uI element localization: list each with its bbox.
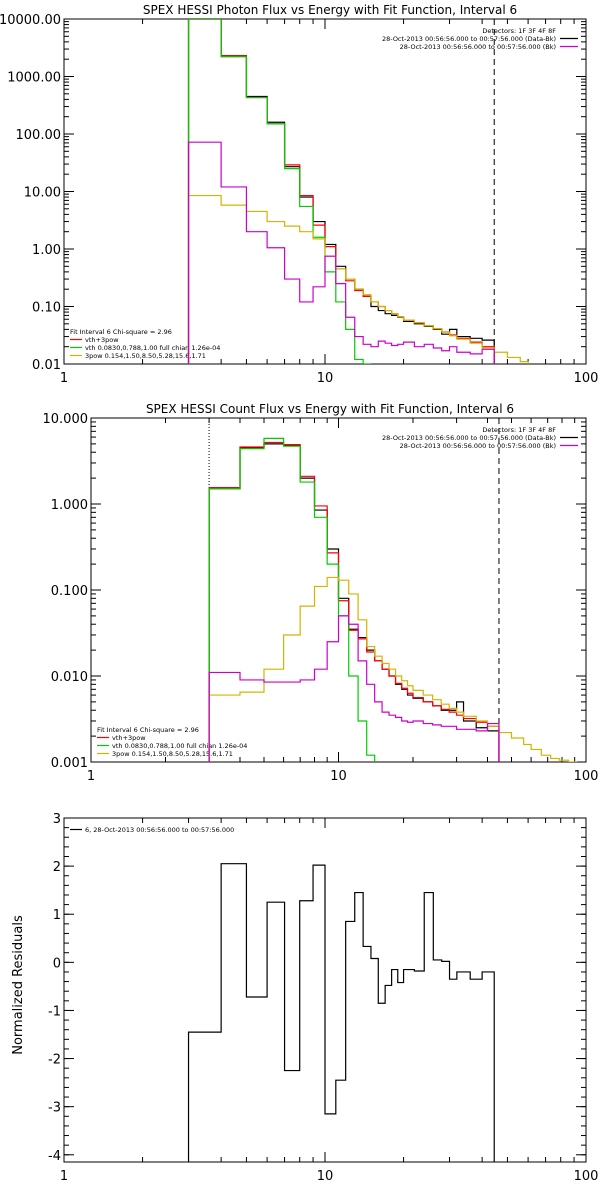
x-tick-label: 1 xyxy=(87,769,95,784)
legend-entry-label: 28-Oct-2013 00:56:56.000 to 00:57:56.000… xyxy=(382,434,556,442)
legend-heading: Detectors: 1F 3F 4F 8F xyxy=(482,426,556,434)
y-tick-label: 0.001 xyxy=(51,756,88,771)
series-vth-3pow xyxy=(208,441,500,762)
series-bk xyxy=(208,615,500,762)
legend-bottom: Fit Interval 6 Chi-square = 2.96vth+3pow… xyxy=(97,726,247,758)
legend-entry-label: vth+3pow xyxy=(112,734,146,742)
y-tick-label: 0.01 xyxy=(32,358,61,373)
legend-entry-label: vth+3pow xyxy=(85,336,119,344)
y-tick-label: 10000.00 xyxy=(0,13,61,28)
series-3pow xyxy=(187,194,529,364)
residuals-chart: Normalized Residuals 6, 28-Oct-2013 00:5… xyxy=(11,812,598,1184)
y-tick-label: 100.00 xyxy=(16,128,62,143)
x-tick-label: 1 xyxy=(60,1169,68,1184)
chart-title: SPEX HESSI Photon Flux vs Energy with Fi… xyxy=(143,3,517,17)
legend-heading: Fit Interval 6 Chi-square = 2.96 xyxy=(70,328,172,336)
legend-top: 6, 28-Oct-2013 00:56:56.000 to 00:57:56.… xyxy=(70,826,234,834)
legend-heading: Fit Interval 6 Chi-square = 2.96 xyxy=(97,726,199,734)
series-3pow xyxy=(208,576,578,762)
y-axis-label: Normalized Residuals xyxy=(11,915,26,1055)
legend-heading: Detectors: 1F 3F 4F 8F xyxy=(482,27,556,35)
legend-entry-label: 3pow 0.154,1.50,8.50,5.28,15.6,1.71 xyxy=(112,750,233,758)
x-tick-label: 100 xyxy=(574,1169,599,1184)
y-tick-label: -4 xyxy=(48,1149,61,1164)
count-flux-chart: SPEX HESSI Count Flux vs Energy with Fit… xyxy=(43,402,599,784)
y-tick-label: 10.000 xyxy=(43,412,89,427)
series-vth-3pow xyxy=(187,19,495,364)
y-tick-label: 1 xyxy=(53,908,61,923)
x-tick-label: 1 xyxy=(60,371,68,386)
x-tick-label: 10 xyxy=(317,371,334,386)
legend-entry-label: 6, 28-Oct-2013 00:56:56.000 to 00:57:56.… xyxy=(85,826,234,834)
y-tick-label: 1.000 xyxy=(51,498,88,513)
series-vth xyxy=(187,19,371,364)
x-tick-label: 10 xyxy=(330,769,347,784)
y-tick-label: 2 xyxy=(53,860,61,875)
x-tick-label: 10 xyxy=(317,1169,334,1184)
y-tick-label: 10.00 xyxy=(24,186,61,201)
legend-entry-label: 28-Oct-2013 00:56:56.000 to 00:57:56.000… xyxy=(400,442,556,450)
plot-frame xyxy=(63,18,587,365)
legend-entry-label: vth 0.0830,0.788,1.00 full chian 1.26e-0… xyxy=(112,742,247,750)
x-tick-label: 100 xyxy=(574,769,599,784)
series-vth xyxy=(208,437,376,762)
y-tick-label: 3 xyxy=(53,812,61,827)
series-data-bk xyxy=(187,19,495,364)
y-tick-label: 0.100 xyxy=(51,584,88,599)
y-tick-label: -3 xyxy=(48,1101,61,1116)
legend-entry-label: 28-Oct-2013 00:56:56.000 to 00:57:56.000… xyxy=(382,35,556,43)
series-residuals xyxy=(187,863,495,1162)
y-tick-label: -2 xyxy=(48,1053,61,1068)
y-tick-label: 1.00 xyxy=(32,243,61,258)
series-data-bk xyxy=(208,443,500,762)
photon-flux-chart: SPEX HESSI Photon Flux vs Energy with Fi… xyxy=(0,3,598,386)
y-tick-label: -1 xyxy=(48,1004,61,1019)
legend-entry-label: 3pow 0.154,1.50,8.50,5.28,15.6,1.71 xyxy=(85,352,206,360)
chart-title: SPEX HESSI Count Flux vs Energy with Fit… xyxy=(146,402,514,416)
x-tick-label: 100 xyxy=(574,371,599,386)
y-tick-label: 0 xyxy=(53,956,61,971)
series-bk xyxy=(187,141,495,364)
legend-entry-label: vth 0.0830,0.788,1.00 full chian 1.26e-0… xyxy=(85,344,220,352)
legend-entry-label: 28-Oct-2013 00:56:56.000 to 00:57:56.000… xyxy=(400,43,556,51)
legend-bottom: Fit Interval 6 Chi-square = 2.96vth+3pow… xyxy=(70,328,220,360)
y-tick-label: 0.010 xyxy=(51,670,88,685)
y-tick-label: 1000.00 xyxy=(7,71,61,86)
y-tick-label: 0.10 xyxy=(32,301,61,316)
